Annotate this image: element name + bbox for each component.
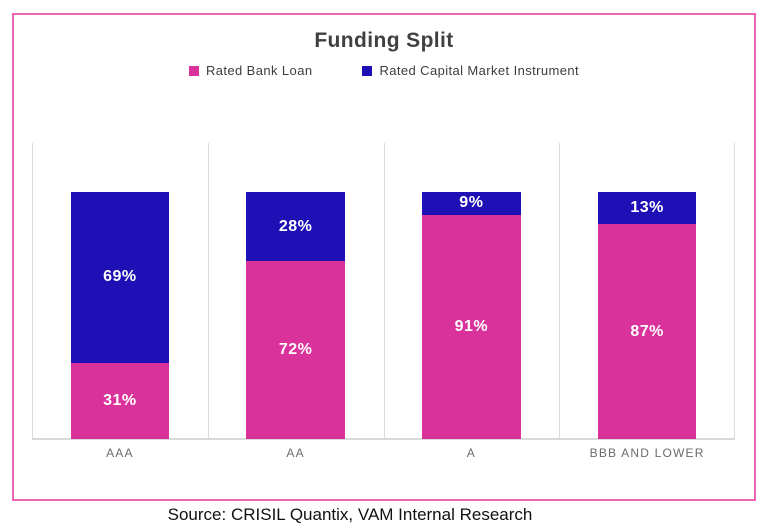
- stacked-bar: 28% 72%: [246, 192, 345, 439]
- legend: Rated Bank Loan Rated Capital Market Inst…: [14, 63, 754, 78]
- stacked-bar: 9% 91%: [422, 192, 521, 439]
- x-axis-label: A: [466, 446, 476, 460]
- bar-column: 69% 31%: [32, 143, 208, 439]
- bar-column: 9% 91%: [384, 143, 560, 439]
- value-label: 9%: [459, 194, 484, 212]
- value-label: 13%: [630, 199, 664, 217]
- x-axis-label: BBB AND LOWER: [589, 446, 705, 460]
- x-axis-label: AAA: [106, 446, 134, 460]
- legend-item: Rated Bank Loan: [188, 63, 313, 78]
- chart-title: Funding Split: [314, 29, 454, 52]
- value-label: 91%: [454, 317, 489, 335]
- x-axis-labels: AAA AA A BBB AND LOWER: [32, 446, 735, 460]
- value-label: 87%: [630, 322, 664, 340]
- chart-card: Funding Split Rated Bank Loan Rated Capit…: [12, 13, 756, 501]
- bar-segment: 72%: [246, 261, 345, 439]
- bar-segment: 91%: [422, 214, 521, 439]
- bar-segment: 28%: [246, 192, 345, 262]
- gridline: [32, 143, 33, 439]
- bar-segment: 69%: [70, 192, 170, 363]
- bar-segment: 9%: [422, 192, 521, 215]
- value-label: 69%: [103, 268, 137, 286]
- legend-label: Rated Bank Loan: [205, 63, 313, 78]
- bar-segment: 13%: [597, 192, 697, 225]
- legend-item: Rated Capital Market Instrument: [362, 63, 579, 78]
- x-axis-label: AA: [286, 446, 305, 460]
- bar-column: 28% 72%: [208, 143, 384, 439]
- value-label: 31%: [103, 391, 137, 409]
- stacked-bar: 13% 87%: [597, 192, 697, 439]
- gridline: [207, 143, 209, 439]
- value-label: 72%: [278, 341, 313, 359]
- gridline: [383, 143, 385, 439]
- gridline: [734, 143, 735, 439]
- stacked-bar: 69% 31%: [70, 192, 170, 439]
- bar-column: 13% 87%: [559, 143, 735, 439]
- value-label: 28%: [278, 217, 313, 235]
- x-axis-line: [32, 438, 735, 440]
- legend-swatch-icon: [362, 65, 373, 76]
- legend-swatch-icon: [188, 65, 199, 76]
- gridline: [559, 143, 561, 439]
- bar-segment: 31%: [70, 362, 170, 439]
- bar-segment: 87%: [597, 224, 697, 439]
- plot-area: 69% 31% 28% 72% 9% 91% 13% 87%: [32, 143, 735, 440]
- legend-label: Rated Capital Market Instrument: [379, 63, 579, 78]
- source-note: Source: CRISIL Quantix, VAM Internal Res…: [167, 505, 533, 524]
